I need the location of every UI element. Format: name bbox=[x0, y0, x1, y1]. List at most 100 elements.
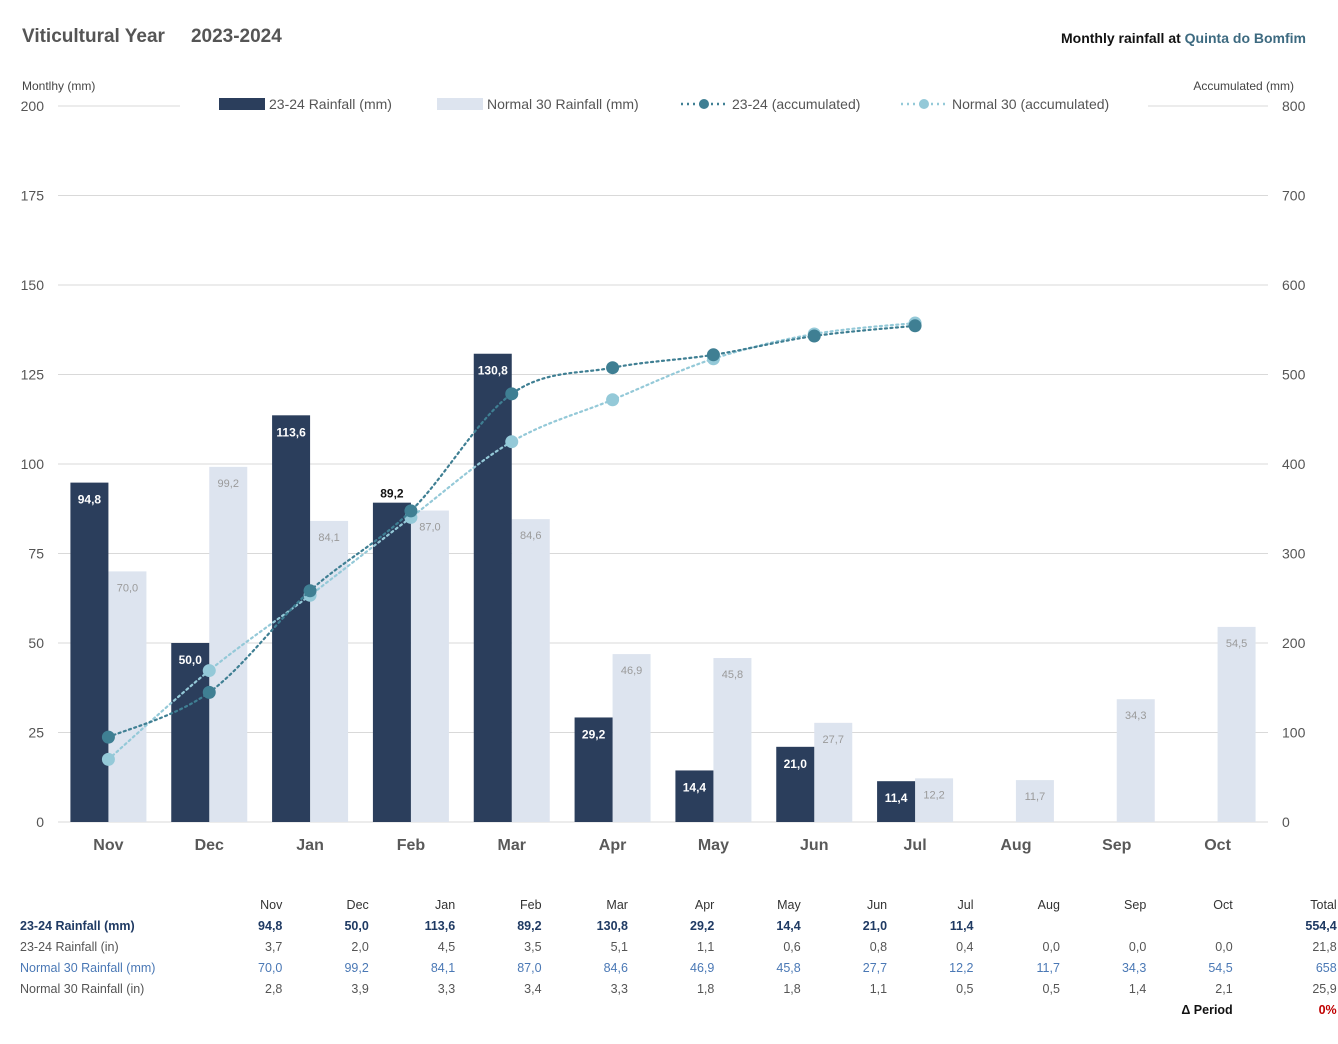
data-label-rain: 14,4 bbox=[683, 780, 707, 794]
table-cell: 14,4 bbox=[776, 918, 801, 933]
bar-normal bbox=[814, 722, 853, 822]
point-rain-accumulated bbox=[202, 685, 216, 699]
bar-rain bbox=[372, 502, 411, 822]
table-month-header: Mar bbox=[606, 897, 628, 912]
y-left-tick-label: 75 bbox=[28, 546, 44, 562]
table-cell: 2,0 bbox=[351, 939, 369, 954]
chart-subtitle: Monthly rainfall at Quinta do Bomfim bbox=[1061, 30, 1306, 46]
y-right-axis-title: Accumulated (mm) bbox=[1193, 79, 1294, 93]
data-label-normal: 70,0 bbox=[117, 582, 138, 594]
legend: 23-24 Rainfall (mm) Normal 30 Rainfall (… bbox=[219, 96, 1109, 112]
delta-period-label: Δ Period bbox=[1181, 1002, 1233, 1017]
table-total-cell: 25,9 bbox=[1312, 981, 1337, 996]
point-rain-accumulated bbox=[404, 504, 418, 518]
y-left-tick-label: 100 bbox=[21, 456, 45, 472]
table-row-label: 23-24 Rainfall (mm) bbox=[20, 918, 135, 933]
table-cell: 11,4 bbox=[949, 918, 974, 933]
table-cell: 0,0 bbox=[1128, 939, 1147, 954]
table-cell: 11,7 bbox=[1036, 960, 1060, 975]
y-right-tick-label: 600 bbox=[1282, 277, 1306, 293]
table-cell: 0,6 bbox=[783, 939, 801, 954]
bar-rain bbox=[70, 482, 109, 822]
table-cell: 45,8 bbox=[776, 960, 801, 975]
table-cell: 2,1 bbox=[1215, 981, 1233, 996]
table-total-cell: 21,8 bbox=[1312, 939, 1337, 954]
point-rain-accumulated bbox=[505, 387, 519, 401]
table-month-header: Apr bbox=[694, 897, 715, 912]
table-delta-spacer bbox=[728, 999, 814, 1020]
grid-lines bbox=[58, 105, 1268, 823]
y-right-tick-label: 500 bbox=[1282, 367, 1306, 383]
table-cell: 2,8 bbox=[265, 981, 283, 996]
table-cell: 3,9 bbox=[351, 981, 369, 996]
bar-rain bbox=[675, 770, 714, 822]
y-right-tick-label: 200 bbox=[1282, 635, 1306, 651]
legend-marker-rain-acc bbox=[699, 99, 709, 109]
bar-rain bbox=[776, 746, 815, 822]
point-rain-accumulated bbox=[303, 584, 317, 598]
table-delta-spacer bbox=[469, 999, 555, 1020]
legend-marker-normal-acc bbox=[919, 99, 929, 109]
bar-normal bbox=[1116, 699, 1155, 822]
subtitle-prefix: Monthly rainfall at bbox=[1060, 30, 1181, 46]
y-right-tick-label: 700 bbox=[1282, 188, 1306, 204]
data-label-normal: 84,6 bbox=[520, 530, 541, 542]
x-tick-label: Jun bbox=[800, 837, 828, 854]
table-cell: 1,8 bbox=[783, 981, 801, 996]
point-normal-accumulated bbox=[101, 752, 115, 766]
table-month-header: Jul bbox=[957, 897, 974, 912]
legend-swatch-rain bbox=[219, 98, 265, 110]
table-cell: 130,8 bbox=[596, 918, 628, 933]
x-tick-label: Oct bbox=[1204, 837, 1231, 854]
table-total-header: Total bbox=[1310, 897, 1337, 912]
table-row: 23-24 Rainfall (mm) 94,8 50,0 113,6 89,2 130,… bbox=[16, 915, 1337, 936]
data-label-normal: 45,8 bbox=[722, 669, 743, 681]
bar-rain bbox=[877, 781, 916, 822]
table-cell bbox=[1160, 915, 1246, 936]
table-delta-spacer bbox=[815, 999, 901, 1020]
table-row: Normal 30 Rainfall (mm) 70,0 99,2 84,1 87,0 8… bbox=[16, 957, 1337, 978]
data-label-rain: 21,0 bbox=[784, 757, 808, 771]
x-tick-label: Jul bbox=[904, 837, 927, 854]
point-rain-accumulated bbox=[706, 348, 720, 362]
table-cell: 1,8 bbox=[696, 981, 715, 996]
data-label-normal: 87,0 bbox=[419, 522, 440, 534]
table-cell: 0,5 bbox=[1042, 981, 1060, 996]
y-right-tick-label: 300 bbox=[1282, 546, 1306, 562]
legend-label-rain-acc: 23-24 (accumulated) bbox=[732, 96, 860, 112]
x-tick-label: Nov bbox=[93, 837, 123, 854]
table-delta-spacer bbox=[1074, 999, 1160, 1020]
table-month-header: Aug bbox=[1037, 897, 1060, 912]
table-cell: 3,3 bbox=[437, 981, 456, 996]
data-label-normal: 12,2 bbox=[923, 789, 944, 801]
table-month-header: Dec bbox=[346, 897, 369, 912]
point-normal-accumulated bbox=[606, 393, 620, 407]
point-rain-accumulated bbox=[606, 361, 620, 375]
table-month-header: Nov bbox=[260, 897, 283, 912]
data-label-rain: 94,8 bbox=[78, 493, 102, 507]
table-cell: 4,5 bbox=[437, 939, 456, 954]
table-corner bbox=[16, 894, 210, 915]
table-cell: 3,7 bbox=[265, 939, 283, 954]
table-row-label: 23-24 Rainfall (in) bbox=[20, 939, 119, 954]
table-month-header: May bbox=[777, 897, 801, 912]
table-cell: 0,8 bbox=[869, 939, 888, 954]
table-total-cell: 554,4 bbox=[1305, 918, 1337, 933]
y-left-tick-label: 175 bbox=[21, 188, 45, 204]
y-left-tick-label: 0 bbox=[36, 814, 44, 830]
bar-normal bbox=[915, 778, 954, 822]
y-left-tick-label: 25 bbox=[28, 725, 44, 741]
table-cell: 1,1 bbox=[696, 939, 715, 954]
table-cell: 70,0 bbox=[258, 960, 283, 975]
legend-label-normal: Normal 30 Rainfall (mm) bbox=[487, 96, 639, 112]
x-tick-label: May bbox=[698, 837, 729, 854]
accumulated-lines bbox=[101, 316, 922, 766]
table-cell: 3,3 bbox=[610, 981, 628, 996]
y-left-tick-label: 150 bbox=[21, 277, 45, 293]
y-left-tick-label: 125 bbox=[21, 367, 45, 383]
table-cell: 12,2 bbox=[949, 960, 974, 975]
data-label-rain: 11,4 bbox=[885, 791, 908, 805]
table-header-row: Nov Dec Jan Feb Mar Apr May Jun Jul Aug Sep Oct Tota… bbox=[16, 894, 1337, 915]
data-label-normal: 54,5 bbox=[1226, 638, 1247, 650]
x-tick-label: Dec bbox=[195, 837, 224, 854]
